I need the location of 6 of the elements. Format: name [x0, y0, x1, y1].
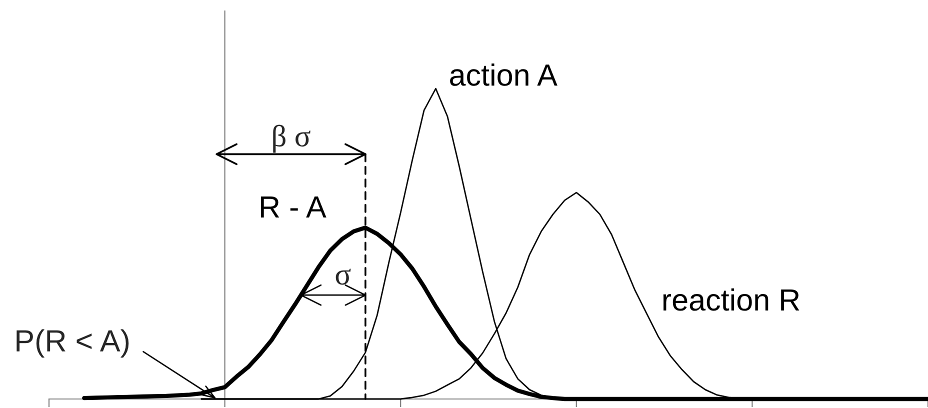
- series-label: action A: [450, 63, 558, 86]
- annotation: σ: [336, 268, 351, 285]
- annotation: β σ: [273, 124, 310, 153]
- annotation: P(R < A): [16, 329, 129, 358]
- series-label: reaction R: [663, 288, 800, 311]
- legend-label: R - A: [260, 196, 326, 218]
